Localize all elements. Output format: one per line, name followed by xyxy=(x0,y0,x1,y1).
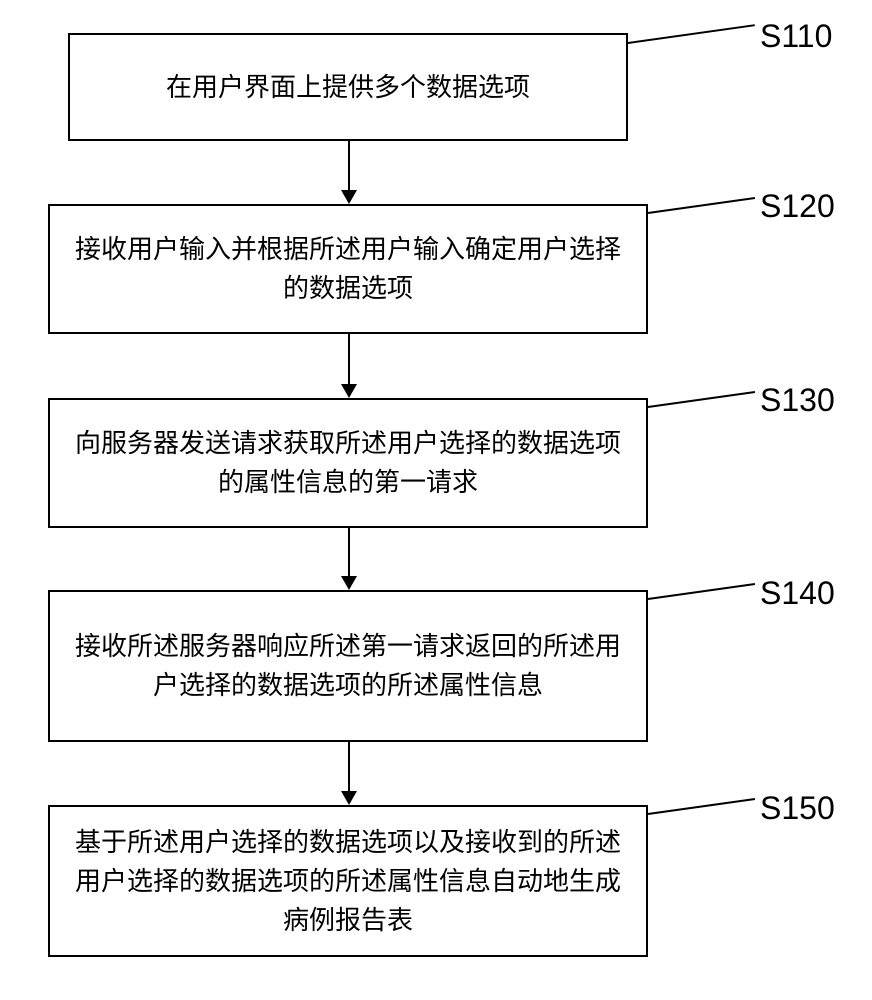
leader-line-s110 xyxy=(628,24,755,44)
step-text-s130: 向服务器发送请求获取所述用户选择的数据选项的属性信息的第一请求 xyxy=(70,424,626,502)
leader-line-s140 xyxy=(648,583,755,600)
connector-s130-s140 xyxy=(348,528,350,576)
arrow-s120-s130 xyxy=(341,384,357,398)
step-text-s110: 在用户界面上提供多个数据选项 xyxy=(166,68,530,107)
flowchart-container: 在用户界面上提供多个数据选项 S110 接收用户输入并根据所述用户输入确定用户选… xyxy=(0,0,872,1000)
step-label-s130: S130 xyxy=(760,382,835,419)
leader-line-s130 xyxy=(648,391,755,408)
step-label-s110: S110 xyxy=(760,18,832,55)
step-box-s130: 向服务器发送请求获取所述用户选择的数据选项的属性信息的第一请求 xyxy=(48,398,648,528)
step-box-s120: 接收用户输入并根据所述用户输入确定用户选择的数据选项 xyxy=(48,204,648,334)
step-text-s150: 基于所述用户选择的数据选项以及接收到的所述用户选择的数据选项的所述属性信息自动地… xyxy=(70,823,626,940)
arrow-s140-s150 xyxy=(341,791,357,805)
step-text-s140: 接收所述服务器响应所述第一请求返回的所述用户选择的数据选项的所述属性信息 xyxy=(70,627,626,705)
connector-s110-s120 xyxy=(348,141,350,190)
step-box-s140: 接收所述服务器响应所述第一请求返回的所述用户选择的数据选项的所述属性信息 xyxy=(48,590,648,742)
arrow-s110-s120 xyxy=(341,190,357,204)
leader-line-s150 xyxy=(648,798,755,815)
arrow-s130-s140 xyxy=(341,576,357,590)
step-label-s140: S140 xyxy=(760,575,835,612)
step-text-s120: 接收用户输入并根据所述用户输入确定用户选择的数据选项 xyxy=(70,230,626,308)
connector-s120-s130 xyxy=(348,334,350,384)
step-box-s150: 基于所述用户选择的数据选项以及接收到的所述用户选择的数据选项的所述属性信息自动地… xyxy=(48,805,648,957)
step-label-s150: S150 xyxy=(760,790,835,827)
leader-line-s120 xyxy=(648,197,755,214)
step-label-s120: S120 xyxy=(760,188,835,225)
step-box-s110: 在用户界面上提供多个数据选项 xyxy=(68,33,628,141)
connector-s140-s150 xyxy=(348,742,350,791)
